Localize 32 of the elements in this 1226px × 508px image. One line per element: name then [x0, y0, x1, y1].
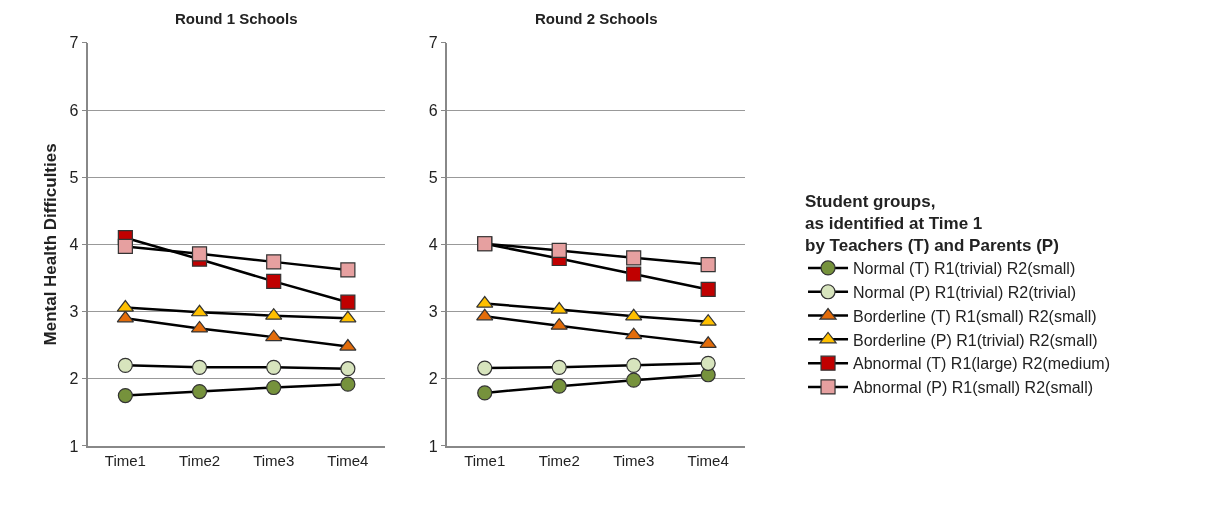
- x-tick-label: Time3: [253, 451, 295, 469]
- chart-title: Round 2 Schools: [535, 10, 658, 27]
- y-tick-label: 6: [428, 101, 438, 119]
- legend-label: Abnormal (P) R1(small) R2(small): [853, 379, 1094, 397]
- x-tick-label: Time2: [178, 451, 221, 469]
- legend-label: Borderline (T) R1(small) R2(small): [853, 307, 1097, 325]
- y-tick-label: 3: [69, 303, 79, 321]
- y-tick-label: 5: [428, 168, 438, 186]
- y-tick-label: 6: [69, 101, 79, 119]
- x-tick-label: Time1: [104, 451, 146, 469]
- x-tick-label: Time2: [538, 451, 580, 469]
- legend-label: Normal (T) R1(trivial) R2(small): [853, 260, 1076, 278]
- y-tick-label: 1: [428, 437, 438, 455]
- legend-label: Abnormal (T) R1(large) R2(medium): [853, 355, 1110, 373]
- y-tick-label: 2: [428, 370, 438, 388]
- y-tick-label: 7: [69, 34, 79, 52]
- x-tick-label: Time1: [464, 451, 506, 469]
- legend-label: Normal (P) R1(trivial) R2(trivial): [853, 284, 1077, 301]
- y-tick-label: 4: [69, 236, 79, 254]
- legend-title: Student groups, as identified at Time 1 by Teachers (T) and Parents (P): [805, 191, 1059, 256]
- y-tick-label: 5: [69, 168, 79, 186]
- x-tick-label: Time4: [327, 451, 369, 469]
- y-tick-label: 1: [69, 437, 79, 455]
- y-tick-label: 2: [69, 370, 79, 388]
- x-tick-label: Time4: [687, 451, 729, 469]
- y-tick-label: 7: [428, 34, 438, 52]
- chart-title: Round 1 Schools: [175, 10, 298, 27]
- x-tick-label: Time3: [613, 451, 655, 469]
- y-tick-label: 3: [428, 303, 438, 321]
- y-axis-title: Mental Health Difficulties: [41, 143, 61, 346]
- legend-label: Borderline (P) R1(trivial) R2(small): [853, 331, 1098, 349]
- y-tick-label: 4: [428, 236, 438, 254]
